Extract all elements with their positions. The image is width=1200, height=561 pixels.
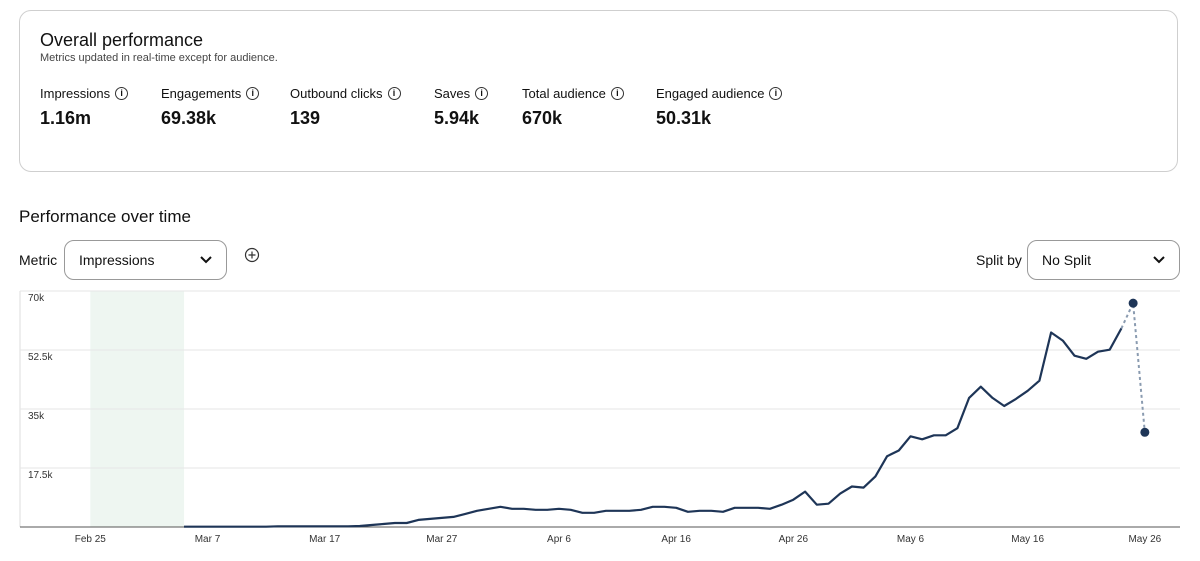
- metric-value: 1.16m: [40, 108, 92, 128]
- x-tick-label: Apr 16: [661, 534, 691, 545]
- info-icon[interactable]: i: [475, 87, 489, 100]
- metric-dropdown[interactable]: Impressions: [64, 240, 227, 280]
- metric-label-row: Engaged audience i: [656, 86, 783, 101]
- metric-value: 50.31k: [656, 108, 712, 128]
- x-tick-label: May 6: [897, 534, 925, 545]
- x-tick-label: Mar 17: [309, 534, 341, 545]
- x-tick-label: Mar 27: [426, 534, 458, 545]
- estimated-point: [1140, 427, 1150, 437]
- impressions-line: [184, 327, 1123, 528]
- metric: Total audience i 670k: [522, 86, 624, 129]
- card-title: Overall performance: [40, 30, 204, 50]
- x-tick-label: Feb 25: [75, 534, 107, 545]
- y-tick-label: 17.5k: [28, 470, 53, 481]
- split-label: Split by: [976, 252, 1022, 268]
- estimated-point: [1128, 298, 1138, 308]
- info-icon[interactable]: i: [115, 87, 129, 100]
- metric: Outbound clicks i 139: [290, 86, 401, 129]
- info-icon[interactable]: i: [246, 87, 260, 100]
- metric-value: Impressions: [79, 252, 155, 268]
- x-tick-label: May 26: [1128, 534, 1161, 545]
- chevron: [200, 256, 212, 264]
- estimated-line: [1120, 299, 1146, 433]
- info-icon[interactable]: i: [610, 87, 624, 100]
- metric-name: Impressions: [40, 86, 111, 101]
- metric: Engagements i 69.38k: [161, 86, 260, 129]
- metric-label-row: Impressions i: [40, 86, 129, 101]
- info-icon[interactable]: i: [387, 87, 401, 100]
- metric-label: Metric: [19, 252, 58, 268]
- split-value: No Split: [1042, 252, 1092, 268]
- metric: Saves i 5.94k: [434, 86, 489, 129]
- metric-label-row: Saves i: [434, 86, 489, 101]
- y-tick-label: 35k: [28, 411, 45, 422]
- metric-name: Total audience: [522, 86, 606, 101]
- add-metric[interactable]: [244, 247, 260, 263]
- metric-value: 69.38k: [161, 108, 217, 128]
- metric-value: 139: [290, 108, 321, 128]
- x-tick-label: Apr 26: [779, 534, 809, 545]
- metric-name: Engaged audience: [656, 86, 765, 101]
- split-dropdown[interactable]: No Split: [1027, 240, 1180, 280]
- metric-name: Engagements: [161, 86, 242, 101]
- y-tick-label: 70k: [28, 293, 45, 304]
- x-tick-label: Mar 7: [195, 534, 221, 545]
- metric-value: 5.94k: [434, 108, 480, 128]
- card-subtitle: Metrics updated in real-time except for …: [40, 52, 278, 64]
- metric-label-row: Engagements i: [161, 86, 260, 101]
- metric-name: Saves: [434, 86, 471, 101]
- x-tick-label: May 16: [1011, 534, 1044, 545]
- summary-card: [19, 10, 1178, 172]
- chevron: [1153, 256, 1165, 264]
- metric-label-row: Total audience i: [522, 86, 624, 101]
- metric: Engaged audience i 50.31k: [656, 86, 783, 129]
- metric-label-row: Outbound clicks i: [290, 86, 401, 101]
- y-tick-label: 52.5k: [28, 352, 53, 363]
- x-tick-label: Apr 6: [547, 534, 571, 545]
- metric-value: 670k: [522, 108, 563, 128]
- metric-name: Outbound clicks: [290, 86, 383, 101]
- info-icon[interactable]: i: [769, 87, 783, 100]
- section-title: Performance over time: [19, 207, 191, 226]
- metric: Impressions i 1.16m: [40, 86, 129, 129]
